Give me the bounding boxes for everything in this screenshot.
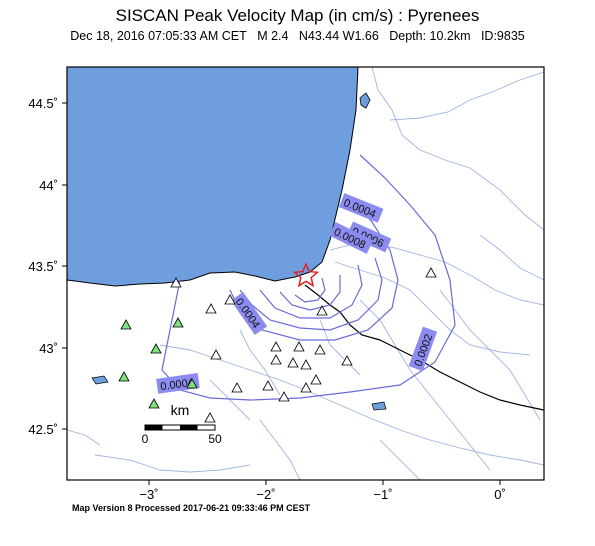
scale-label-50: 50: [208, 432, 222, 446]
triangle-icon: [150, 343, 162, 354]
scale-unit: km: [171, 402, 190, 418]
lat-axis: 44.5˚ 44˚ 43.5˚ 43˚ 42.5˚: [28, 96, 67, 437]
event-depth: Depth: 10.2km: [389, 29, 471, 43]
contour-label: 0.0002: [408, 326, 438, 372]
contour-0.0008: [279, 275, 341, 311]
lon-tick: −2˚: [256, 487, 275, 502]
lat-tick: 44.5˚: [28, 96, 58, 111]
river: [209, 379, 251, 421]
lat-tick: 43˚: [39, 341, 58, 356]
triangle-icon: [287, 357, 299, 368]
shore-islet: [359, 92, 371, 109]
river: [259, 419, 301, 480]
contour-label-text: 0.0004: [160, 377, 195, 394]
sea: [67, 67, 359, 287]
river: [94, 454, 251, 473]
star-icon: [292, 262, 320, 288]
triangle-icon: [310, 374, 322, 385]
lat-tick: 43.5˚: [28, 259, 58, 274]
lon-tick: −1˚: [373, 487, 392, 502]
river: [319, 319, 361, 376]
triangle-icon: [172, 317, 184, 328]
contour-inner: [294, 277, 326, 303]
lon-tick: −3˚: [139, 487, 158, 502]
river: [371, 67, 544, 231]
triangle-icon: [148, 398, 160, 409]
map-subtitle: Dec 18, 2016 07:05:33 AM CET M 2.4 N43.4…: [0, 29, 595, 43]
triangle-icon: [224, 294, 236, 305]
river: [379, 439, 421, 480]
river: [67, 429, 101, 446]
rivers: [67, 67, 544, 480]
contour-label: 0.0004: [156, 373, 200, 394]
triangle-icon: [314, 344, 326, 355]
triangle-icon: [210, 349, 222, 360]
contour-0.0006: [259, 264, 363, 319]
triangle-icon: [270, 354, 282, 365]
triangle-icon: [293, 341, 305, 352]
river: [479, 234, 544, 281]
lake: [91, 375, 109, 385]
contour-0.0004-west: [239, 257, 383, 331]
scale-label-0: 0: [142, 432, 149, 446]
contour-label: 0.0004: [338, 193, 384, 223]
lon-axis: −3˚ −2˚ −1˚ 0˚: [139, 480, 506, 502]
triangle-icon: [341, 355, 353, 366]
triangle-icon: [316, 305, 328, 316]
river: [329, 243, 544, 306]
lat-tick: 44˚: [39, 178, 58, 193]
triangle-icon: [204, 412, 216, 423]
triangle-icon: [300, 382, 312, 393]
triangle-icon: [120, 319, 132, 330]
river: [239, 329, 281, 396]
triangle-icon: [425, 267, 437, 278]
footer-note: Map Version 8 Processed 2017-06-21 09:33…: [72, 503, 311, 513]
river: [159, 344, 544, 466]
triangle-icon: [170, 277, 182, 288]
map-frame: [66, 66, 545, 481]
stations: [118, 267, 437, 423]
lat-tick: 42.5˚: [28, 422, 58, 437]
map-body: 0.0004 0.0006 0.0008 0.0004 0.0004 0.000…: [67, 67, 544, 480]
triangle-icon: [278, 391, 290, 402]
triangle-icon: [270, 341, 282, 352]
event-magnitude: M 2.4: [257, 29, 289, 43]
triangle-icon: [262, 380, 274, 391]
triangle-icon: [300, 359, 312, 370]
river: [439, 289, 541, 421]
scale-bar: km 0 50: [142, 402, 222, 446]
triangle-icon: [186, 378, 198, 389]
national-border: [304, 284, 544, 411]
lon-tick: 0˚: [494, 487, 506, 502]
event-date: Dec 18, 2016 07:05:33 AM CET: [70, 29, 247, 43]
river: [389, 71, 544, 121]
triangle-icon: [118, 371, 130, 382]
lake: [371, 401, 387, 411]
river: [359, 299, 491, 471]
triangle-icon: [231, 382, 243, 393]
triangle-icon: [205, 303, 217, 314]
event-location: N43.44 W1.66: [298, 29, 379, 43]
event-id: ID:9835: [480, 29, 525, 43]
map-title: SISCAN Peak Velocity Map (in cm/s) : Pyr…: [115, 6, 480, 25]
